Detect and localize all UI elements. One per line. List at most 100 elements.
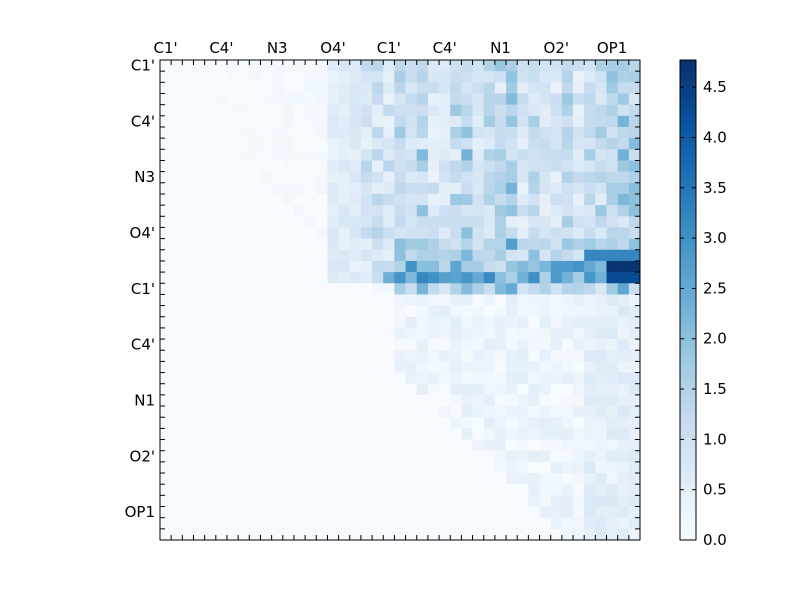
heatmap-cell [416, 461, 429, 474]
heatmap-cell [293, 205, 306, 217]
heatmap-cell [606, 126, 618, 139]
heatmap-cell [260, 406, 272, 418]
heatmap-cell [405, 484, 418, 496]
heatmap-cell [282, 394, 295, 407]
heatmap-cell [416, 115, 429, 128]
heatmap-cell [316, 428, 328, 440]
heatmap-cell [260, 417, 272, 429]
heatmap-cell [483, 193, 496, 206]
heatmap-cell [193, 126, 205, 139]
heatmap-cell [238, 82, 250, 94]
heatmap-cell [204, 71, 217, 83]
heatmap-cell [282, 327, 295, 340]
heatmap-cell [405, 361, 418, 373]
heatmap-cell [595, 417, 607, 429]
heatmap-cell [338, 249, 351, 262]
heatmap-cell [271, 149, 284, 161]
heatmap-cell [360, 160, 373, 172]
heatmap-cell [517, 484, 529, 496]
heatmap-cell [405, 406, 418, 418]
heatmap-cell [271, 294, 284, 306]
heatmap-cell [617, 339, 630, 351]
heatmap-cell [160, 417, 172, 429]
heatmap-cell [472, 305, 485, 318]
heatmap-cell [617, 372, 630, 385]
heatmap-cell [349, 227, 362, 239]
heatmap-cell [506, 428, 518, 440]
heatmap-cell [439, 160, 451, 172]
heatmap-cell [215, 406, 228, 418]
heatmap-cell [305, 71, 317, 83]
heatmap-cell [193, 294, 205, 306]
colorbar-tick-label: 3.5 [703, 179, 727, 197]
heatmap-cell [450, 182, 462, 195]
heatmap-cell [327, 528, 339, 541]
heatmap-cell [595, 60, 607, 72]
heatmap-cell [506, 260, 518, 273]
heatmap-cell [327, 361, 339, 373]
heatmap-cell [550, 495, 563, 507]
heatmap-cell [517, 428, 529, 440]
heatmap-cell [204, 238, 217, 251]
heatmap-cell [226, 227, 239, 239]
heatmap-cell [461, 182, 473, 195]
heatmap-cell [171, 238, 183, 251]
heatmap-cell [171, 227, 183, 239]
heatmap-cell [517, 394, 529, 407]
colorbar-tick-label: 2.0 [703, 330, 727, 348]
heatmap-cell [249, 227, 261, 239]
heatmap-cell [439, 193, 451, 206]
heatmap-cell [249, 160, 261, 172]
heatmap-cell [193, 171, 205, 184]
heatmap-cell [461, 193, 473, 206]
y-tick-label: C1' [131, 57, 155, 75]
heatmap-cell [260, 171, 272, 184]
heatmap-cell [506, 182, 518, 195]
heatmap-cell [160, 473, 172, 485]
heatmap-cell [416, 506, 429, 518]
heatmap-cell [584, 260, 596, 273]
heatmap-cell [517, 517, 529, 530]
heatmap-cell [238, 372, 250, 385]
heatmap-cell [416, 260, 429, 273]
heatmap-cell [316, 216, 328, 228]
heatmap-cell [439, 372, 451, 385]
heatmap-cell [260, 517, 272, 530]
heatmap-cell [517, 216, 529, 228]
heatmap-cell [427, 238, 440, 251]
heatmap-cell [316, 71, 328, 83]
heatmap-cell [427, 506, 440, 518]
heatmap-cell [550, 428, 563, 440]
heatmap-cell [617, 138, 630, 150]
colorbar-tick-label: 0.5 [703, 481, 727, 499]
heatmap-cell [506, 372, 518, 385]
heatmap-cell [416, 82, 429, 94]
heatmap-cell [595, 260, 607, 273]
heatmap-cell [182, 327, 194, 340]
heatmap-cell [193, 93, 205, 105]
heatmap-cell [349, 272, 362, 284]
heatmap-cell [293, 495, 306, 507]
heatmap-cell [271, 216, 284, 228]
heatmap-cell [628, 372, 641, 385]
heatmap-cell [494, 506, 507, 518]
heatmap-cell [606, 60, 618, 72]
heatmap-cell [450, 316, 462, 329]
heatmap-cell [215, 517, 228, 530]
heatmap-cell [606, 473, 618, 485]
heatmap-cell [550, 238, 563, 251]
heatmap-cell [472, 461, 485, 474]
heatmap-cell [316, 149, 328, 161]
heatmap-cell [561, 495, 574, 507]
heatmap-cell [405, 104, 418, 117]
heatmap-cell [439, 283, 451, 295]
heatmap-cell [461, 216, 473, 228]
bottom-ticks [159, 535, 641, 540]
heatmap-cell [215, 82, 228, 94]
heatmap-cell [506, 126, 518, 139]
heatmap-cell [494, 149, 507, 161]
heatmap-cell [204, 450, 217, 463]
heatmap-cell [349, 339, 362, 351]
heatmap-cell [271, 272, 284, 284]
heatmap-cell [226, 182, 239, 195]
